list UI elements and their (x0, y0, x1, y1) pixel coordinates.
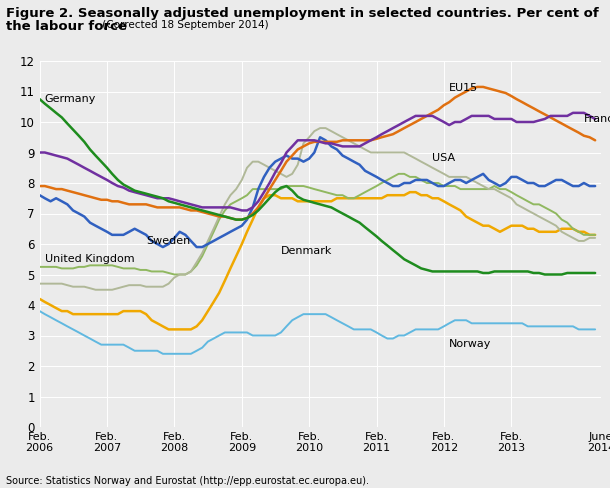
Text: the labour force: the labour force (6, 20, 127, 34)
Text: Denmark: Denmark (281, 246, 332, 256)
Text: Sweden: Sweden (146, 236, 190, 245)
Text: Source: Statistics Norway and Eurostat (http://epp.eurostat.ec.europa.eu).: Source: Statistics Norway and Eurostat (… (6, 476, 369, 486)
Text: Norway: Norway (449, 339, 492, 349)
Text: France: France (584, 114, 610, 124)
Text: EU15: EU15 (449, 83, 478, 93)
Text: (Corrected 18 September 2014): (Corrected 18 September 2014) (99, 20, 268, 30)
Text: USA: USA (432, 153, 456, 163)
Text: United Kingdom: United Kingdom (45, 254, 134, 264)
Text: Figure 2. Seasonally adjusted unemployment in selected countries. Per cent of: Figure 2. Seasonally adjusted unemployme… (6, 7, 599, 20)
Text: Germany: Germany (45, 94, 96, 103)
